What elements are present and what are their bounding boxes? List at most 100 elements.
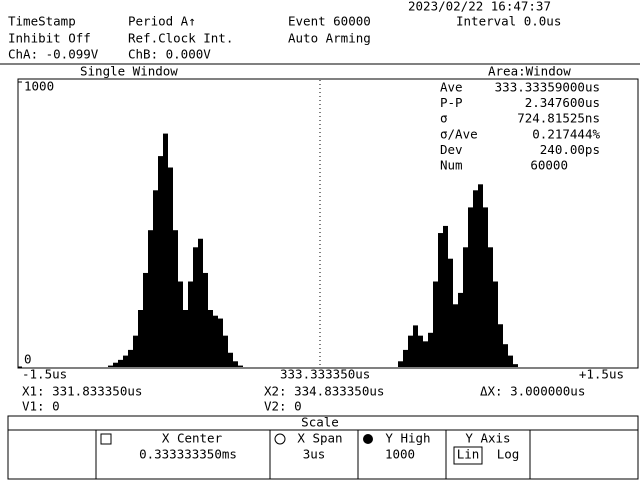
menu-label[interactable]: X Center bbox=[162, 431, 223, 446]
bar bbox=[128, 349, 133, 367]
menu-buttons bbox=[95, 430, 531, 479]
histogram bbox=[108, 133, 518, 367]
bar bbox=[228, 352, 233, 367]
menu-value[interactable]: 1000 bbox=[385, 447, 415, 462]
menu-label[interactable]: X Span bbox=[297, 431, 342, 446]
bar bbox=[513, 364, 518, 367]
bar bbox=[458, 292, 463, 367]
bar bbox=[193, 247, 198, 367]
stat-value: 2.347600us bbox=[525, 95, 600, 110]
stat-label: Num bbox=[440, 158, 463, 173]
menu-option[interactable]: Log bbox=[497, 447, 520, 462]
menu-label[interactable]: Y High bbox=[385, 431, 430, 446]
plot-frame bbox=[17, 78, 639, 369]
bar bbox=[418, 335, 423, 367]
x-label: +1.5us bbox=[579, 367, 624, 382]
menu-frame bbox=[7, 415, 639, 480]
bar bbox=[463, 247, 468, 367]
bar bbox=[183, 310, 188, 367]
stat-label: σ/Ave bbox=[440, 126, 478, 141]
bar bbox=[448, 258, 453, 367]
bar bbox=[423, 341, 428, 367]
stat-label: Ave bbox=[440, 80, 463, 95]
x-label: 333.333350us bbox=[280, 367, 370, 382]
bar bbox=[223, 335, 228, 367]
bar bbox=[163, 133, 168, 367]
bar bbox=[148, 230, 153, 367]
status-text: Event 60000 bbox=[288, 14, 371, 29]
bar bbox=[178, 281, 183, 367]
cursor-value: X2: 334.833350us bbox=[264, 384, 384, 399]
bar bbox=[503, 344, 508, 367]
window-label: Single Window bbox=[80, 64, 178, 79]
bar bbox=[488, 247, 493, 367]
bar bbox=[238, 365, 243, 367]
bar bbox=[453, 304, 458, 367]
bar bbox=[108, 365, 113, 367]
stat-value: 240.00ps bbox=[540, 142, 600, 157]
bar bbox=[443, 225, 448, 367]
bar bbox=[133, 335, 138, 367]
bar bbox=[138, 310, 143, 367]
bar bbox=[208, 310, 213, 367]
bar bbox=[213, 315, 218, 367]
cursor-value: X1: 331.833350us bbox=[22, 384, 142, 399]
bar bbox=[203, 272, 208, 367]
status-text: ChA: -0.099V bbox=[8, 47, 99, 62]
status-text: ChB: 0.000V bbox=[128, 47, 211, 62]
stat-label: P-P bbox=[440, 95, 463, 110]
status-text: Inhibit Off bbox=[8, 31, 91, 46]
bar bbox=[508, 355, 513, 367]
stat-value: 333.33359000us bbox=[495, 80, 600, 95]
status-text: Auto Arming bbox=[288, 31, 371, 46]
cursor-value: ΔX: 3.000000us bbox=[480, 384, 585, 399]
x-label: -1.5us bbox=[22, 367, 67, 382]
y-tick-label: 1000 bbox=[24, 79, 54, 94]
status-text: Interval 0.0us bbox=[456, 14, 561, 29]
menu-label[interactable]: Y Axis bbox=[465, 431, 510, 446]
stat-value: 60000 bbox=[530, 158, 568, 173]
bar bbox=[113, 362, 118, 367]
bar bbox=[433, 281, 438, 367]
datetime: 2023/02/22 16:47:37 bbox=[408, 0, 551, 14]
bar bbox=[198, 238, 203, 367]
menu-title: Scale bbox=[301, 415, 339, 430]
bar bbox=[158, 156, 163, 367]
bar bbox=[123, 355, 128, 367]
bar bbox=[413, 325, 418, 367]
bar bbox=[398, 361, 403, 367]
bar bbox=[498, 324, 503, 367]
bar bbox=[483, 207, 488, 367]
status-text: Period A↑ bbox=[128, 14, 196, 29]
bar bbox=[403, 349, 408, 367]
bar bbox=[428, 332, 433, 367]
stat-value: 724.81525ns bbox=[517, 111, 600, 126]
bar bbox=[188, 281, 193, 367]
status-text: TimeStamp bbox=[8, 14, 76, 29]
cursor-value: V1: 0 bbox=[22, 399, 60, 414]
bar bbox=[168, 167, 173, 367]
stat-label: σ bbox=[440, 111, 448, 126]
bar bbox=[493, 281, 498, 367]
bar bbox=[118, 359, 123, 367]
bar bbox=[468, 207, 473, 367]
cursor-value: V2: 0 bbox=[264, 399, 302, 414]
window-label: Area:Window bbox=[488, 64, 571, 79]
bar bbox=[473, 190, 478, 367]
stat-label: Dev bbox=[440, 142, 463, 157]
bar bbox=[143, 272, 148, 367]
bar bbox=[408, 335, 413, 367]
bar bbox=[218, 318, 223, 367]
menu-value[interactable]: 3us bbox=[303, 447, 326, 462]
bar bbox=[478, 184, 483, 367]
bar bbox=[233, 361, 238, 367]
status-text: Ref.Clock Int. bbox=[128, 31, 233, 46]
bar bbox=[173, 230, 178, 367]
menu-value[interactable]: 0.333333350ms bbox=[139, 447, 237, 462]
bar bbox=[438, 233, 443, 367]
menu-option[interactable]: Lin bbox=[457, 447, 480, 462]
bar bbox=[153, 190, 158, 367]
y-tick-label: 0 bbox=[24, 352, 32, 367]
stat-value: 0.217444% bbox=[532, 126, 600, 141]
